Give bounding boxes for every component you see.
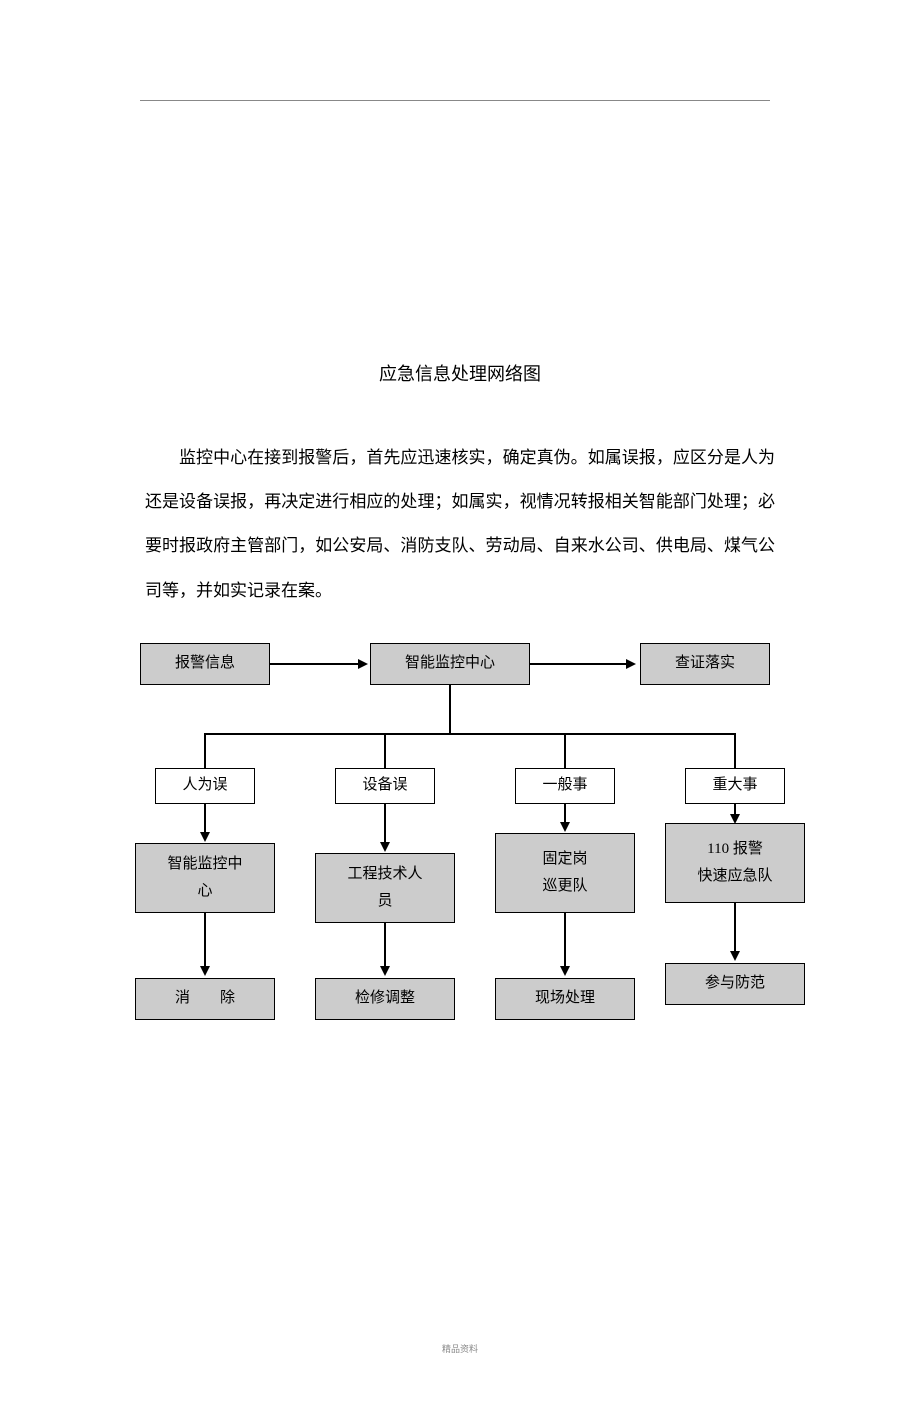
node-human-error: 人为误	[155, 768, 255, 804]
edge-line	[204, 913, 206, 968]
node-label-line: 智能监控中	[167, 851, 242, 878]
edge-line	[734, 733, 736, 768]
arrow-down-icon	[560, 822, 570, 832]
arrow-down-icon	[380, 966, 390, 976]
edge-line	[384, 804, 386, 844]
node-repair: 检修调整	[315, 978, 455, 1020]
edge-line	[204, 733, 206, 768]
node-engineer: 工程技术人 员	[315, 853, 455, 923]
node-label-line: 110 报警	[707, 836, 763, 863]
edge-line	[734, 903, 736, 953]
arrow-down-icon	[200, 966, 210, 976]
node-prevent: 参与防范	[665, 963, 805, 1005]
footer-text: 精品资料	[0, 1342, 920, 1355]
node-label-line: 心	[197, 878, 212, 905]
node-monitor-center-mid: 智能监控中 心	[135, 843, 275, 913]
node-label-line: 员	[377, 888, 392, 915]
edge-line	[384, 923, 386, 968]
node-label-line: 巡更队	[542, 873, 587, 900]
arrow-down-icon	[200, 832, 210, 842]
edge-line	[449, 685, 451, 733]
node-scene-handle: 现场处理	[495, 978, 635, 1020]
node-monitor-center-top: 智能监控中心	[370, 643, 530, 685]
node-eliminate: 消 除	[135, 978, 275, 1020]
edge-line	[384, 733, 386, 768]
page-title: 应急信息处理网络图	[0, 360, 920, 386]
paragraph-text: 监控中心在接到报警后，首先应迅速核实，确定真伪。如属误报，应区分是人为还是设备误…	[145, 448, 775, 600]
node-emergency-team: 110 报警 快速应急队	[665, 823, 805, 903]
node-label-line: 固定岗	[542, 846, 587, 873]
node-verify: 查证落实	[640, 643, 770, 685]
page: 应急信息处理网络图 监控中心在接到报警后，首先应迅速核实，确定真伪。如属误报，应…	[0, 0, 920, 1403]
node-device-error: 设备误	[335, 768, 435, 804]
header-rule-line	[140, 100, 770, 101]
node-label-line: 工程技术人	[347, 861, 422, 888]
node-patrol-team: 固定岗 巡更队	[495, 833, 635, 913]
arrow-right-icon	[358, 659, 368, 669]
arrow-down-icon	[730, 951, 740, 961]
edge-line	[204, 733, 736, 735]
arrow-right-icon	[626, 659, 636, 669]
edge-line	[564, 733, 566, 768]
node-major-event: 重大事	[685, 768, 785, 804]
edge-line	[530, 663, 628, 665]
edge-line	[564, 913, 566, 968]
arrow-down-icon	[380, 842, 390, 852]
edge-line	[564, 804, 566, 824]
arrow-down-icon	[560, 966, 570, 976]
node-general-event: 一般事	[515, 768, 615, 804]
flowchart: 报警信息 智能监控中心 查证落实 人为误 设备误 一般事 重大事	[80, 643, 840, 1103]
edge-line	[270, 663, 360, 665]
node-alarm-info: 报警信息	[140, 643, 270, 685]
edge-line	[204, 804, 206, 834]
paragraph: 监控中心在接到报警后，首先应迅速核实，确定真伪。如属误报，应区分是人为还是设备误…	[145, 436, 775, 613]
node-label-line: 快速应急队	[697, 863, 772, 890]
